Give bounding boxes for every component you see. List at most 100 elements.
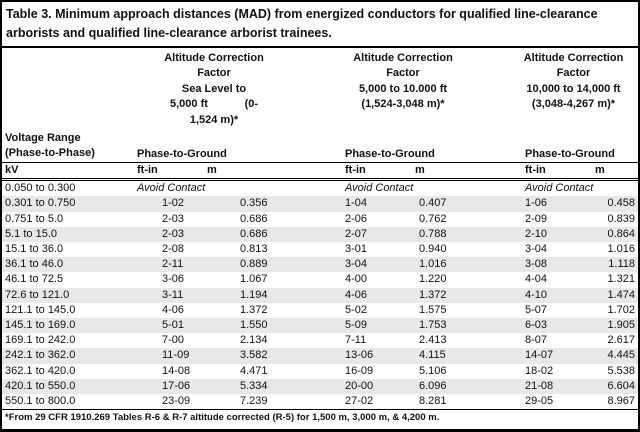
cell-m-g2: 0.940 [419,243,447,255]
altitude-header-line: Altitude Correction [353,51,453,64]
altitude-header-line: 5,000 to 10.000 ft [358,82,448,95]
cell-voltage: 46.1 to 72.5 [5,273,64,286]
cell-ftin-g1: 17-06 [162,379,191,392]
altitude-header-line: Factor [197,67,231,80]
cell-ftin-g1: 2-03 [162,212,185,225]
cell-voltage: 169.1 to 242.0 [5,334,76,347]
cell-ftin-g1: 2-08 [162,243,185,255]
cell-ftin-g2: 4-00 [345,273,368,286]
cell-m-g1: 4.471 [240,364,268,377]
cell-ftin-g1: 3-11 [162,288,184,301]
altitude-header-line: (1,524-3,048 m)* [361,98,445,111]
avoid-contact-label-g1: Avoid Contact [137,182,206,195]
cell-ftin-g2: 4-06 [345,288,368,301]
cell-m-g1: 7.239 [240,394,268,407]
cell-ftin-g3: 21-08 [525,379,554,392]
avoid-contact-label-g2: Avoid Contact [345,182,414,195]
cell-voltage: 72.6 to 121.0 [5,288,70,301]
cell-m-g1: 0.686 [240,227,268,240]
cell-m-g3: 1.321 [607,273,635,286]
table-body: 0.301 to 0.750 1-02 0.356 1-04 0.407 1-0… [2,196,638,409]
cell-m-g1: 5.334 [240,379,268,392]
cell-m-g1: 0.356 [240,197,268,210]
cell-ftin-g2: 20-00 [345,379,374,392]
table-row: 0.751 to 5.0 2-03 0.686 2-06 0.762 2-09 … [2,212,638,227]
kv-header: kV [5,163,19,176]
cell-ftin-g3: 4-10 [525,288,548,301]
cell-ftin-g1: 7-00 [162,334,185,347]
cell-voltage: 36.1 to 46.0 [5,258,64,271]
table-row: 420.1 to 550.0 17-06 5.334 20-00 6.096 2… [2,378,638,394]
cell-m-g3: 1.016 [607,243,635,255]
cell-ftin-g2: 3-04 [345,258,368,271]
cell-m-g3: 1.702 [607,303,635,316]
cell-m-g2: 5.106 [419,364,447,377]
altitude-header-line: Altitude Correction [523,51,624,64]
altitude-header-line: Factor [556,67,591,80]
cell-voltage: 0.050 to 0.300 [5,182,76,195]
cell-ftin-g3: 18-02 [525,364,554,377]
cell-voltage: 242.1 to 362.0 [5,349,76,362]
cell-m-g2: 1.753 [419,318,447,331]
cell-ftin-g1: 1-02 [162,197,185,210]
cell-voltage: 121.1 to 145.0 [5,303,76,316]
table-row: 145.1 to 169.0 5-01 1.550 5-09 1.753 6-0… [2,317,638,334]
cell-ftin-g2: 5-09 [345,318,368,331]
altitude-header-band: Altitude Correction Factor Sea Level to … [2,48,638,131]
cell-ftin-g2: 2-07 [345,227,368,240]
cell-ftin-g3: 14-07 [525,349,554,362]
cell-ftin-g2: 7-11 [345,334,367,347]
cell-ftin-g2: 13-06 [345,349,374,362]
cell-m-g1: 0.813 [240,243,268,255]
cell-m-g3: 5.538 [607,364,635,377]
cell-m-g3: 0.864 [607,227,635,240]
cell-ftin-g2: 2-06 [345,212,368,225]
table-title: Table 3. Minimum approach distances (MAD… [2,2,638,48]
phase-to-ground-header-g3: Phase-to-Ground [525,147,615,160]
voltage-range-header: Voltage Range (Phase-to-Phase) [2,131,135,162]
cell-voltage: 362.1 to 420.0 [5,364,76,377]
cell-ftin-g3: 2-09 [525,212,548,225]
cell-m-g3: 0.839 [607,212,635,225]
cell-voltage: 15.1 to 36.0 [5,243,64,255]
cell-m-g2: 1.220 [419,273,447,286]
cell-m-g1: 1.067 [240,273,268,286]
altitude-header-line: 5,000 ft (0- [169,98,259,111]
cell-m-g3: 8.967 [607,394,635,407]
cell-m-g2: 6.096 [419,379,447,392]
cell-m-g2: 4.115 [419,349,446,362]
ftin-header-g2: ft-in [345,163,366,176]
cell-ftin-g2: 16-09 [345,364,374,377]
cell-m-g2: 0.788 [419,227,447,240]
cell-m-g2: 8.281 [419,394,447,407]
phase-header-band: Voltage Range (Phase-to-Phase) Phase-to-… [2,131,638,163]
table-row: 0.301 to 0.750 1-02 0.356 1-04 0.407 1-0… [2,196,638,212]
m-header-g1: m [207,163,217,176]
cell-m-g1: 1.550 [240,318,268,331]
cell-m-g1: 0.686 [240,212,268,225]
cell-voltage: 145.1 to 169.0 [5,318,76,331]
cell-ftin-g1: 5-01 [162,318,185,331]
cell-ftin-g2: 27-02 [345,394,374,407]
cell-ftin-g3: 29-05 [525,394,554,407]
cell-m-g3: 2.617 [607,334,635,347]
cell-ftin-g1: 4-06 [162,303,185,316]
avoid-contact-row: 0.050 to 0.300 Avoid Contact Avoid Conta… [2,181,638,196]
table-row: 362.1 to 420.0 14-08 4.471 16-09 5.106 1… [2,364,638,379]
phase-to-ground-header-g1: Phase-to-Ground [137,147,227,160]
unit-header-row: kV ft-in m ft-in m ft-in m [2,163,638,182]
cell-ftin-g2: 3-01 [345,243,368,255]
cell-voltage: 550.1 to 800.0 [5,394,76,407]
altitude-header-line: Factor [386,67,420,80]
altitude-header-group3: Altitude Correction Factor 10,000 to 14,… [523,51,638,131]
cell-m-g2: 2.413 [419,334,447,347]
cell-ftin-g3: 8-07 [525,334,548,347]
table-row: 121.1 to 145.0 4-06 1.372 5-02 1.575 5-0… [2,303,638,318]
cell-ftin-g3: 6-03 [525,318,548,331]
cell-ftin-g3: 3-08 [525,258,548,271]
cell-m-g2: 1.575 [419,303,447,316]
cell-ftin-g1: 3-06 [162,273,185,286]
table-row: 5.1 to 15.0 2-03 0.686 2-07 0.788 2-10 0… [2,226,638,242]
cell-ftin-g1: 11-09 [162,349,190,362]
